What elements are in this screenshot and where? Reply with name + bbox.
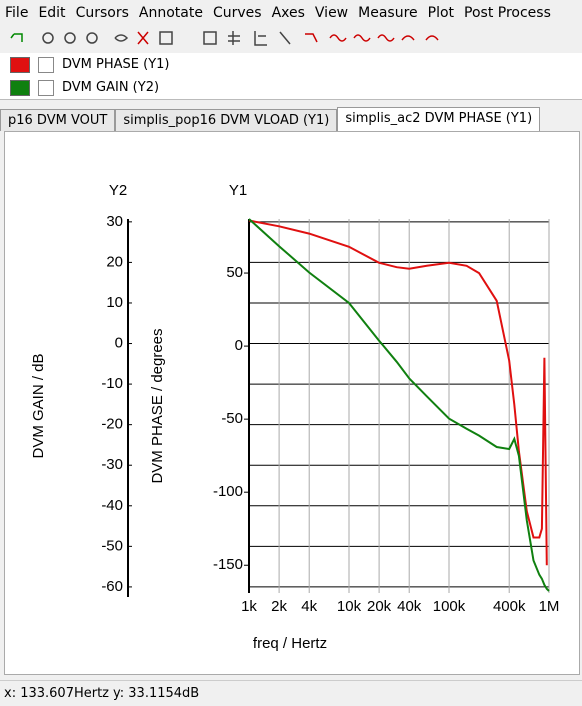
menu-item[interactable]: Plot bbox=[427, 4, 455, 21]
y2-tick-label: -20 bbox=[101, 416, 123, 433]
menu-item[interactable]: Post Process bbox=[464, 4, 551, 21]
y2-tick-label: -10 bbox=[101, 375, 123, 392]
x-tick-label: 400k bbox=[493, 598, 526, 615]
legend-swatch bbox=[10, 79, 30, 96]
y2-axis-tag: Y2 bbox=[109, 182, 127, 199]
status-x: x: 133.607Hertz bbox=[4, 686, 110, 701]
menu-bar: File Edit Cursors Annotate Curves Axes View Mea… bbox=[0, 0, 582, 25]
menu-item[interactable]: File bbox=[5, 4, 29, 21]
x-axis-title: freq / Hertz bbox=[253, 635, 327, 652]
x-tick-label: 10k bbox=[337, 598, 362, 615]
y-axis-title: DVM PHASE / degrees bbox=[149, 328, 166, 483]
tab[interactable]: simplis_ac2 DVM PHASE (Y1) bbox=[337, 107, 541, 131]
y-axis-tag: Y1 bbox=[229, 182, 247, 199]
x-tick-label: 1M bbox=[539, 598, 560, 615]
toolbar bbox=[10, 31, 439, 46]
menu-item[interactable]: Edit bbox=[38, 4, 66, 21]
status-bar: x: 133.607Hertz y: 33.1154dB bbox=[0, 680, 582, 706]
y2-tick-label: 0 bbox=[115, 335, 123, 352]
checkbox[interactable] bbox=[38, 56, 54, 73]
y2-tick-label: -60 bbox=[101, 578, 123, 595]
y2-tick-label: -30 bbox=[101, 456, 123, 473]
menu-item[interactable]: Measure bbox=[358, 4, 418, 21]
x-tick-label: 1k bbox=[241, 598, 257, 615]
series-line bbox=[248, 218, 550, 592]
series-line bbox=[248, 219, 548, 566]
tab[interactable]: p16 DVM VOUT bbox=[0, 109, 116, 131]
y-tick-label: -150 bbox=[213, 556, 243, 573]
y2-tick-label: 10 bbox=[106, 294, 123, 311]
y2-axis-title: DVM GAIN / dB bbox=[30, 353, 47, 458]
menu-item[interactable]: Cursors bbox=[75, 4, 129, 21]
y2-tick-label: -40 bbox=[101, 497, 123, 514]
menu-item[interactable]: Annotate bbox=[138, 4, 203, 21]
legend-label: DVM GAIN (Y2) bbox=[62, 80, 160, 95]
menu-item[interactable]: Curves bbox=[212, 4, 262, 21]
y-tick-label: -100 bbox=[213, 483, 243, 500]
x-tick-label: 20k bbox=[367, 598, 392, 615]
x-tick-label: 100k bbox=[433, 598, 466, 615]
y-tick-label: -50 bbox=[221, 410, 243, 427]
y-tick-label: 0 bbox=[235, 337, 243, 354]
y-tick-label: 50 bbox=[226, 264, 243, 281]
checkbox[interactable] bbox=[38, 79, 54, 96]
status-y: y: 33.1154dB bbox=[113, 686, 200, 701]
x-tick-label: 2k bbox=[271, 598, 287, 615]
tab-bar: p16 DVM VOUT simplis_pop16 DVM VLOAD (Y1)… bbox=[0, 106, 582, 131]
y2-tick-label: -50 bbox=[101, 537, 123, 554]
x-tick-label: 4k bbox=[301, 598, 317, 615]
legend-row: DVM GAIN (Y2) bbox=[0, 76, 582, 99]
legend-swatch bbox=[10, 56, 30, 73]
plot-panel: 1k 2k 4k 10k 20k 40k 100k 400k 1M -150 -100 -50 0 50-… bbox=[4, 131, 580, 675]
x-tick-label: 40k bbox=[397, 598, 422, 615]
chart: 1k 2k 4k 10k 20k 40k 100k 400k 1M-150-100-50050-… bbox=[30, 182, 559, 652]
legend-row: DVM PHASE (Y1) bbox=[0, 53, 582, 76]
menu-item[interactable]: Axes bbox=[271, 4, 305, 21]
tab[interactable]: simplis_pop16 DVM VLOAD (Y1) bbox=[115, 109, 338, 131]
y2-tick-label: 30 bbox=[106, 213, 123, 230]
legend: DVM PHASE (Y1) DVM GAIN (Y2) bbox=[0, 53, 582, 100]
y2-tick-label: 20 bbox=[106, 253, 123, 270]
legend-label: DVM PHASE (Y1) bbox=[62, 57, 170, 72]
menu-item[interactable]: View bbox=[314, 4, 349, 21]
